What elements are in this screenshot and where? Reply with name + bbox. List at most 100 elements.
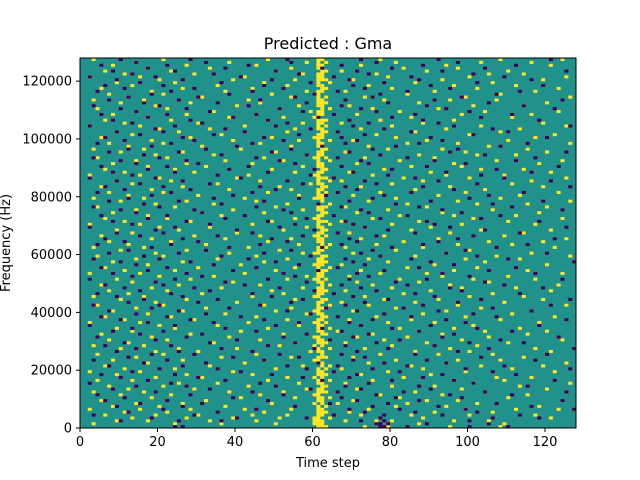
heatmap-cell-high — [568, 141, 573, 145]
heatmap-cell-high — [479, 124, 484, 128]
heatmap-cell-high — [250, 413, 255, 417]
heatmap-cell-high — [316, 387, 321, 391]
heatmap-cell-low — [343, 303, 348, 307]
heatmap-cell-low — [118, 208, 123, 212]
heatmap-cell-low — [355, 349, 360, 353]
heatmap-cell-high — [316, 101, 321, 105]
heatmap-cell-low — [529, 170, 534, 174]
heatmap-cells-low — [87, 58, 577, 429]
heatmap-cell-high — [366, 257, 371, 261]
heatmap-cell-high — [300, 208, 305, 212]
heatmap-cell-low — [521, 104, 526, 108]
heatmap-cell-low — [444, 361, 449, 365]
heatmap-cell-high — [231, 78, 236, 82]
heatmap-cell-high — [386, 370, 391, 374]
heatmap-cell-high — [545, 387, 550, 391]
heatmap-cell-high — [320, 72, 325, 76]
heatmap-cell-low — [145, 269, 150, 273]
heatmap-cell-high — [320, 315, 325, 319]
heatmap-cell-high — [300, 72, 305, 76]
heatmap-cell-high — [250, 373, 255, 377]
heatmap-cell-low — [510, 112, 515, 116]
heatmap-cell-high — [320, 86, 325, 90]
heatmap-cell-low — [184, 335, 189, 339]
heatmap-cell-low — [285, 240, 290, 244]
heatmap-cell-low — [149, 352, 154, 356]
heatmap-cell-high — [316, 355, 321, 359]
heatmap-cell-low — [99, 315, 104, 319]
heatmap-cell-low — [351, 170, 356, 174]
heatmap-cell-high — [250, 295, 255, 299]
heatmap-cell-low — [258, 303, 263, 307]
heatmap-cell-low — [153, 390, 158, 394]
heatmap-cell-high — [149, 335, 154, 339]
heatmap-cell-high — [452, 269, 457, 273]
heatmap-cell-low — [87, 323, 92, 327]
heatmap-cell-low — [471, 234, 476, 238]
heatmap-cell-low — [409, 75, 414, 79]
y-tick-label: 20000 — [31, 364, 72, 379]
heatmap-cell-high — [483, 188, 488, 192]
heatmap-cell-high — [568, 381, 573, 385]
heatmap-cell-low — [529, 404, 534, 408]
heatmap-cell-low — [227, 306, 232, 310]
heatmap-cell-high — [320, 318, 325, 322]
heatmap-cell-high — [312, 335, 317, 339]
heatmap-cell-high — [405, 92, 410, 96]
heatmap-cell-high — [312, 173, 317, 177]
heatmap-cell-high — [161, 254, 166, 258]
heatmap-cell-low — [331, 413, 336, 417]
heatmap-cell-high — [390, 124, 395, 128]
heatmap-cell-high — [405, 401, 410, 406]
heatmap-cell-low — [320, 326, 325, 330]
heatmap-cell-high — [316, 349, 321, 353]
heatmap-cell-high — [258, 393, 263, 397]
heatmap-cell-high — [176, 347, 181, 351]
heatmap-cell-low — [258, 381, 263, 385]
heatmap-cell-high — [568, 95, 573, 99]
heatmap-cell-high — [289, 66, 294, 70]
heatmap-cell-high — [250, 162, 255, 166]
heatmap-cell-high — [316, 286, 321, 290]
heatmap-cell-low — [432, 295, 437, 299]
heatmap-cell-low — [308, 173, 313, 177]
heatmap-cell-high — [111, 211, 116, 215]
heatmap-cell-high — [347, 104, 352, 108]
heatmap-cell-low — [448, 286, 453, 290]
heatmap-cell-high — [320, 78, 325, 82]
heatmap-cell-high — [490, 292, 495, 296]
heatmap-cell-low — [308, 127, 313, 131]
heatmap-cell-high — [328, 266, 333, 270]
heatmap-cell-high — [242, 75, 247, 79]
heatmap-cell-high — [269, 401, 274, 406]
heatmap-cell-high — [196, 266, 201, 270]
heatmap-cell-high — [107, 289, 112, 293]
heatmap-cell-high — [316, 127, 321, 131]
heatmap-cell-low — [378, 416, 383, 420]
heatmap-cell-high — [293, 78, 298, 82]
heatmap-cell-low — [390, 167, 395, 171]
heatmap-cell-high — [525, 202, 530, 206]
heatmap-cell-high — [560, 216, 565, 221]
heatmap-cell-low — [258, 98, 263, 102]
heatmap-cell-low — [304, 367, 309, 371]
heatmap-cell-low — [204, 312, 209, 316]
heatmap-cell-low — [362, 263, 367, 267]
heatmap-cell-high — [126, 387, 131, 391]
heatmap-cell-high — [514, 153, 519, 157]
heatmap-cell-high — [192, 72, 197, 76]
heatmap-cell-high — [250, 86, 255, 90]
plot-area — [80, 58, 577, 429]
heatmap-cell-low — [87, 277, 92, 281]
heatmap-cell-low — [486, 101, 491, 105]
heatmap-cell-low — [285, 364, 290, 368]
heatmap-cell-high — [316, 95, 321, 99]
heatmap-cell-high — [316, 378, 321, 382]
heatmap-cell-low — [118, 107, 123, 111]
heatmap-cell-low — [165, 266, 170, 270]
heatmap-cell-low — [308, 312, 313, 316]
heatmap-cell-high — [149, 286, 154, 290]
heatmap-cell-low — [355, 138, 360, 142]
heatmap-cell-high — [250, 222, 255, 226]
heatmap-cell-high — [324, 234, 329, 238]
